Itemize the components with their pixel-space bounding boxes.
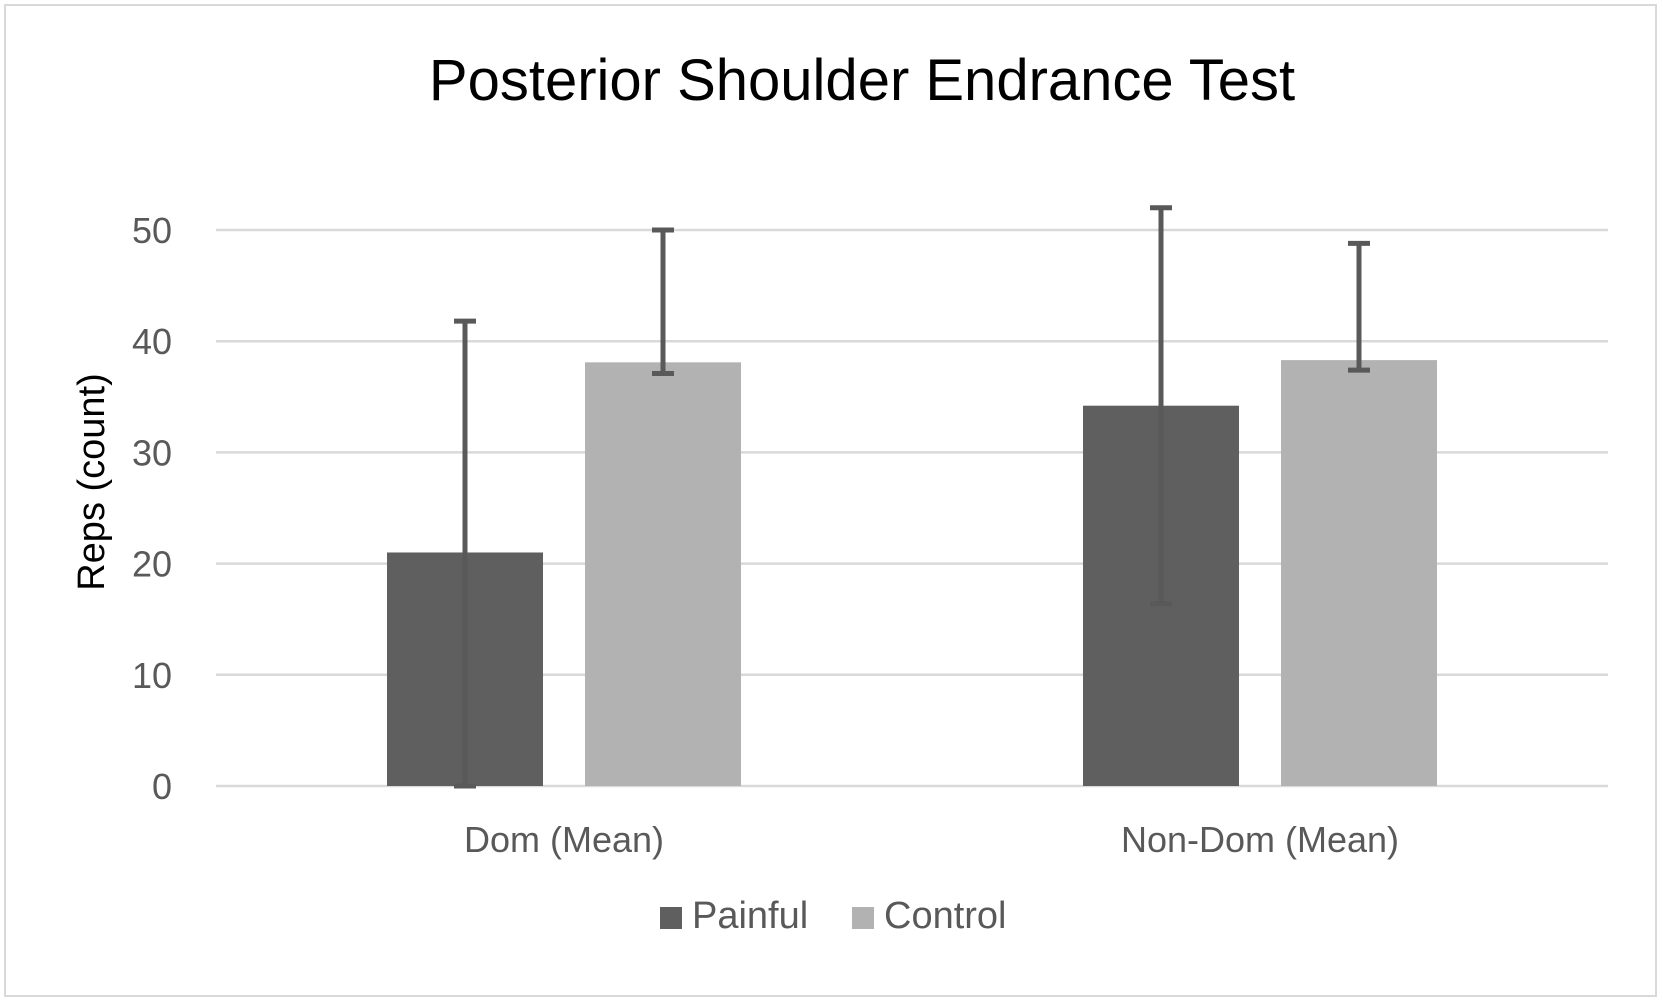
y-axis-title: Reps (count) bbox=[71, 373, 113, 591]
y-tick-label: 30 bbox=[132, 432, 172, 473]
y-tick-label: 20 bbox=[132, 544, 172, 585]
bars bbox=[387, 360, 1437, 786]
legend-swatch-painful bbox=[660, 907, 682, 929]
y-axis-ticks: 0 10 20 30 40 50 bbox=[132, 210, 172, 807]
legend-swatch-control bbox=[852, 907, 874, 929]
y-tick-label: 10 bbox=[132, 655, 172, 696]
x-axis-categories: Dom (Mean) Non-Dom (Mean) bbox=[464, 819, 1399, 860]
bar-control bbox=[1281, 360, 1437, 786]
x-category-label: Dom (Mean) bbox=[464, 819, 664, 860]
x-category-label: Non-Dom (Mean) bbox=[1121, 819, 1399, 860]
error-bars bbox=[454, 205, 1370, 789]
legend-label-control: Control bbox=[884, 895, 1007, 937]
y-tick-label: 50 bbox=[132, 210, 172, 251]
y-tick-label: 0 bbox=[152, 766, 172, 807]
chart-title: Posterior Shoulder Endrance Test bbox=[429, 48, 1295, 113]
legend-label-painful: Painful bbox=[692, 895, 808, 937]
bar-control bbox=[585, 362, 741, 786]
legend: Painful Control bbox=[660, 895, 1007, 937]
y-tick-label: 40 bbox=[132, 321, 172, 362]
